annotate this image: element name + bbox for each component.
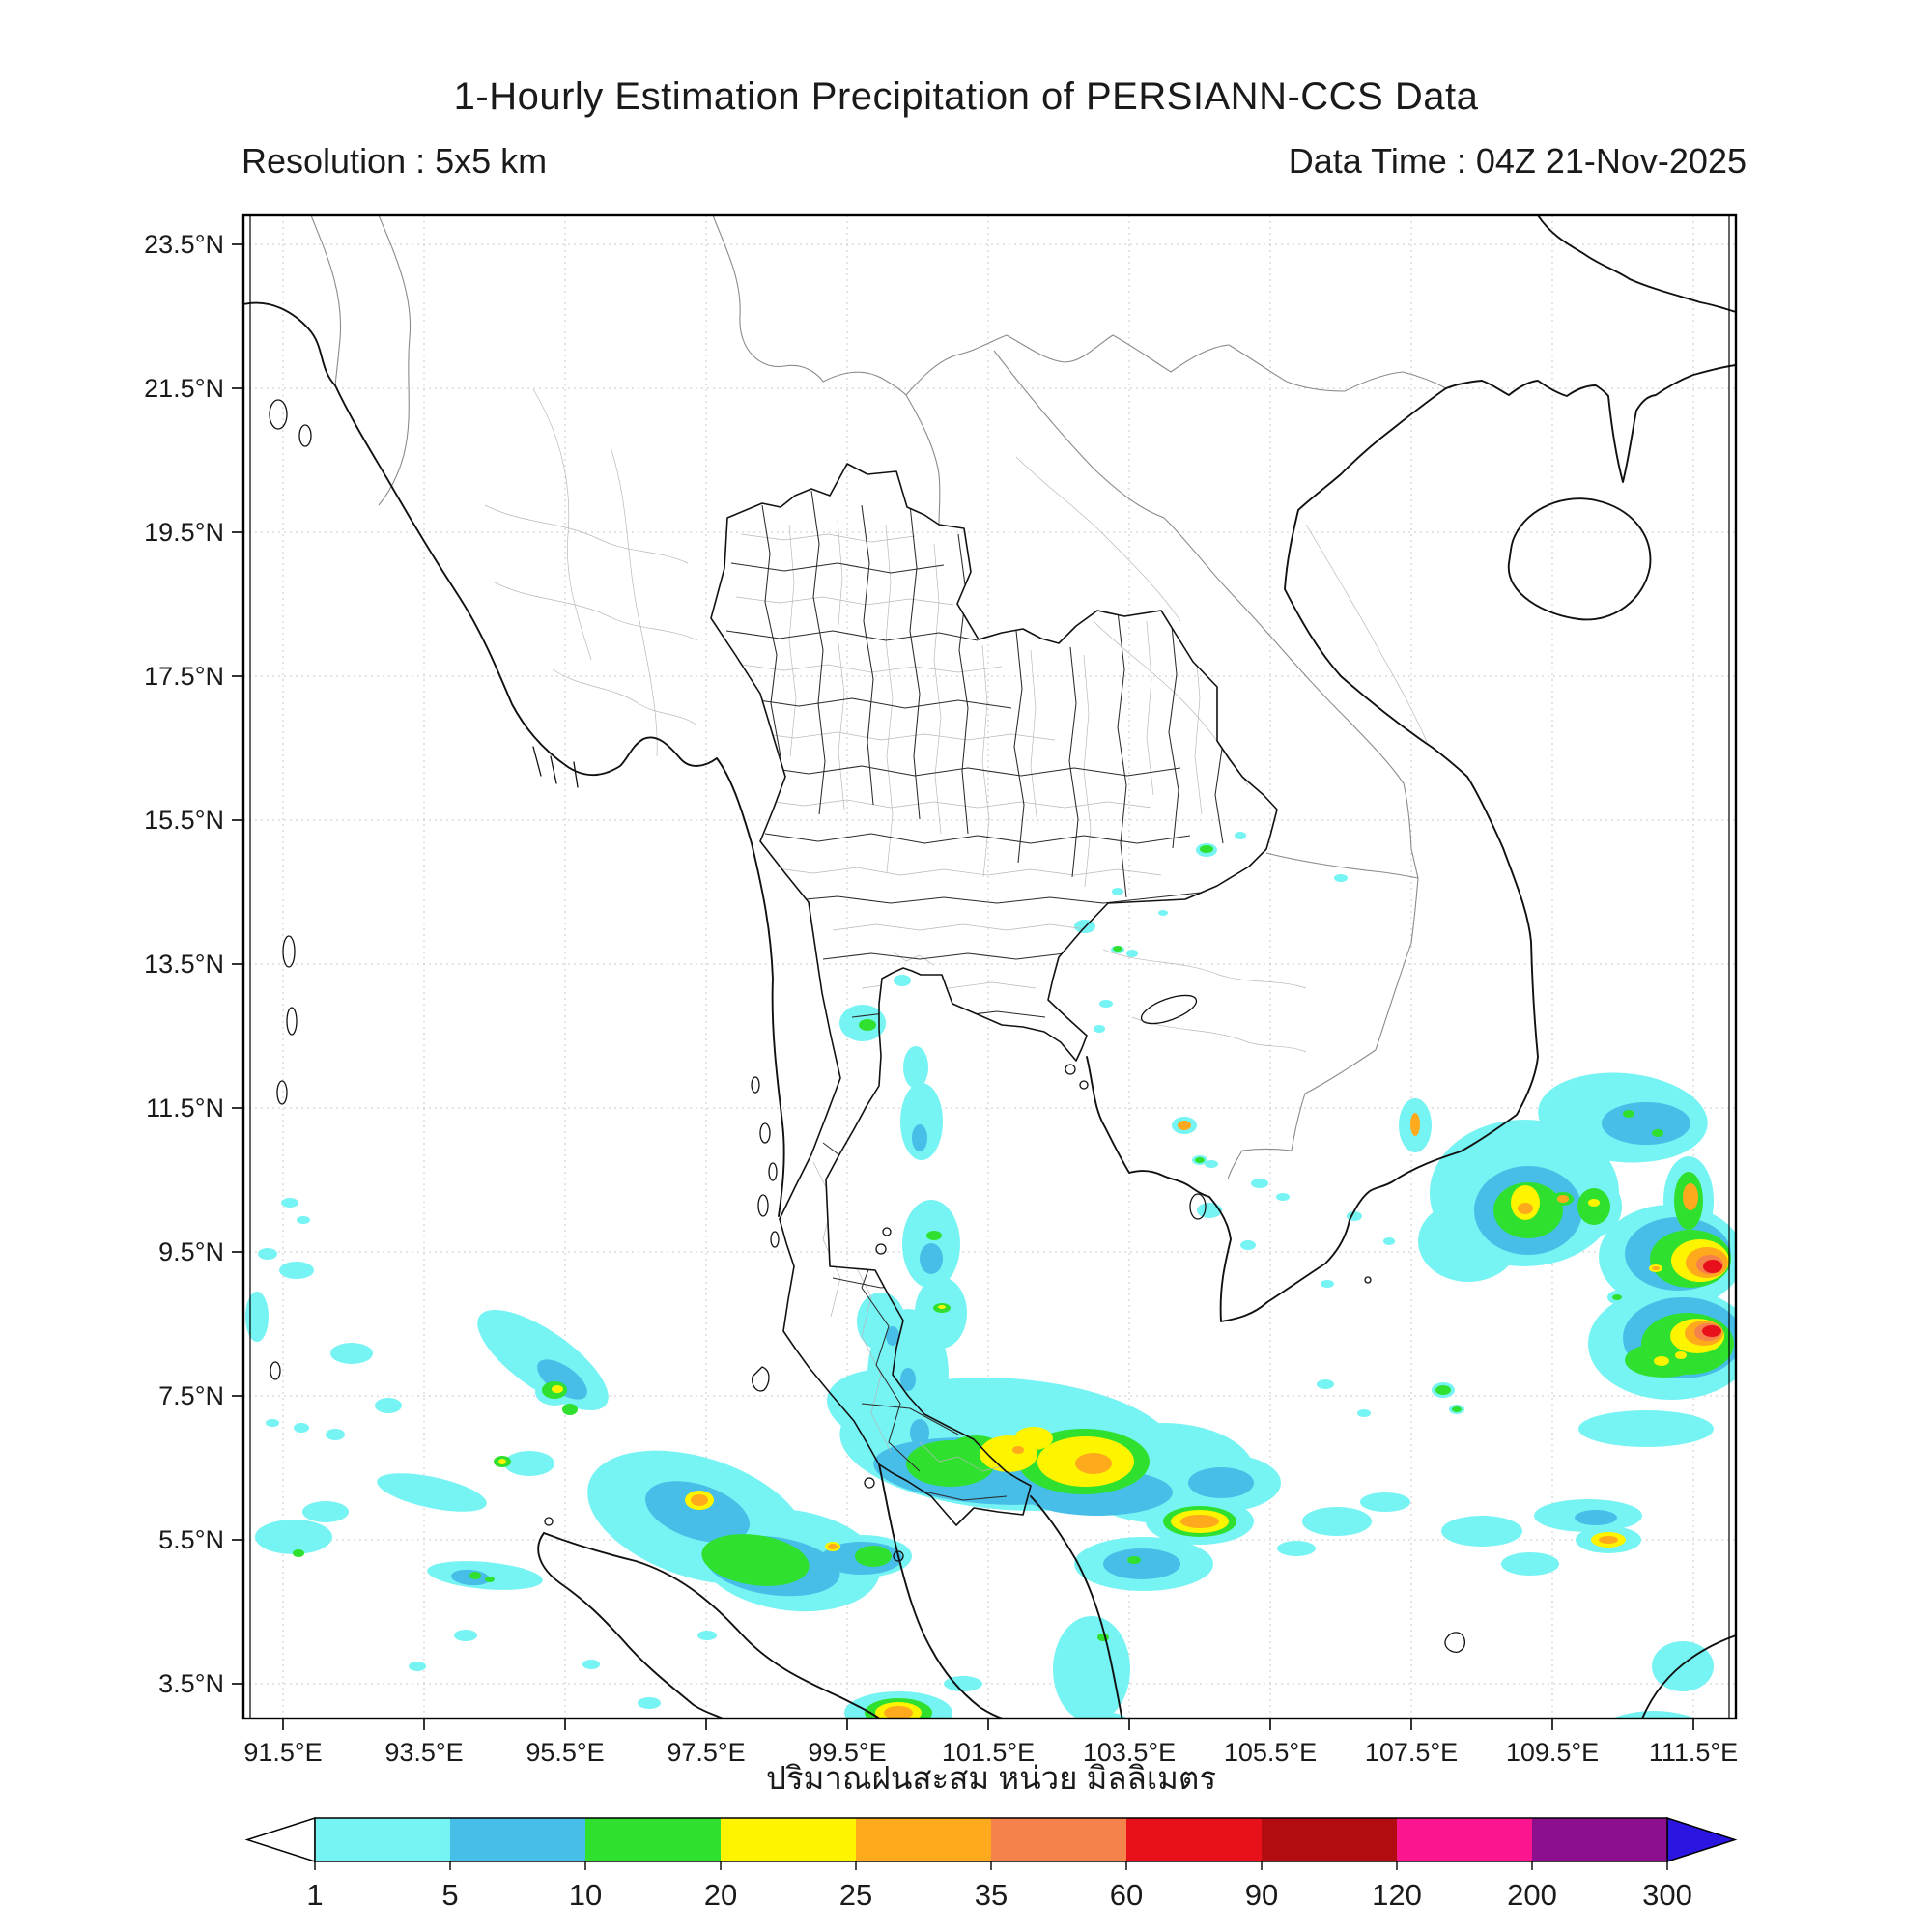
colorbar-segment [1532,1818,1667,1861]
precipitation-map-canvas: 23.5°N 21.5°N 19.5°N 17.5°N 15.5°N 13.5°… [144,213,1738,1767]
lat-tick-label: 15.5°N [144,806,224,835]
lon-tick-label: 95.5°E [526,1738,604,1767]
lat-tick-label: 7.5°N [158,1381,224,1410]
lat-tick-label: 21.5°N [144,374,224,403]
latitude-axis-labels: 23.5°N 21.5°N 19.5°N 17.5°N 15.5°N 13.5°… [144,230,224,1698]
colorbar-tick-label: 10 [569,1878,602,1912]
colorbar-segment [315,1818,450,1861]
lon-tick-label: 99.5°E [808,1738,886,1767]
colorbar-under-arrow [244,1816,316,1863]
map-area: 23.5°N 21.5°N 19.5°N 17.5°N 15.5°N 13.5°… [144,213,1738,1767]
colorbar-canvas: 1 5 10 20 25 35 60 90 120 200 300 [244,1816,1738,1912]
coastlines [243,215,1736,1719]
thailand-outline [710,463,1278,1526]
lat-tick-label: 17.5°N [144,662,224,691]
lon-tick-label: 101.5°E [942,1738,1035,1767]
lat-tick-label: 13.5°N [144,950,224,979]
lon-tick-label: 97.5°E [667,1738,745,1767]
data-time-label: Data Time : 04Z 21-Nov-2025 [1288,141,1747,181]
colorbar-segments [315,1818,1667,1861]
colorbar-tick-label: 25 [839,1878,872,1912]
colorbar-tick-label: 35 [975,1878,1008,1912]
lat-tick-label: 23.5°N [144,230,224,259]
colorbar-tick-label: 90 [1245,1878,1278,1912]
lat-tick-label: 11.5°N [146,1094,224,1122]
colorbar-segment [585,1818,721,1861]
colorbar-tick-label: 1 [306,1878,323,1912]
lon-tick-label: 93.5°E [384,1738,463,1767]
lon-tick-label: 91.5°E [243,1738,322,1767]
colorbar-tick-label: 60 [1110,1878,1143,1912]
colorbar-tick-label: 300 [1642,1878,1692,1912]
page-title: 1-Hourly Estimation Precipitation of PER… [453,75,1479,118]
colorbar-over-arrow [1666,1816,1738,1863]
resolution-label: Resolution : 5x5 km [242,141,548,181]
country-borders [310,215,1447,1180]
colorbar: 1 5 10 20 25 35 60 90 120 200 300 [232,1808,1758,1924]
lat-tick-label: 9.5°N [158,1237,224,1266]
colorbar-tick-labels: 1 5 10 20 25 35 60 90 120 200 300 [306,1878,1691,1912]
colorbar-segment [856,1818,991,1861]
colorbar-ticks [314,1861,1668,1870]
lon-tick-label: 103.5°E [1083,1738,1176,1767]
colorbar-tick-label: 200 [1507,1878,1557,1912]
colorbar-tick-label: 120 [1372,1878,1422,1912]
colorbar-unit-label: ปริมาณฝนสะสม หน่วย มิลลิเมตร [765,1760,1217,1796]
lat-tick-label: 5.5°N [158,1525,224,1554]
colorbar-tick-label: 20 [704,1878,737,1912]
neighbor-admin-boundaries [484,388,1428,1053]
colorbar-segment [1126,1818,1262,1861]
lat-tick-label: 3.5°N [158,1669,224,1698]
lon-tick-label: 111.5°E [1649,1738,1738,1767]
map-frame [242,213,1738,1720]
colorbar-tick-label: 5 [441,1878,458,1912]
lon-tick-label: 105.5°E [1224,1738,1317,1767]
lat-tick-label: 19.5°N [144,518,224,547]
colorbar-segment [721,1818,856,1861]
lon-tick-label: 109.5°E [1506,1738,1599,1767]
longitude-axis-labels: 91.5°E 93.5°E 95.5°E 97.5°E 99.5°E 101.5… [243,1738,1738,1767]
colorbar-segment [991,1818,1126,1861]
colorbar-segment [1397,1818,1532,1861]
lon-tick-label: 107.5°E [1365,1738,1458,1767]
axis-ticks [232,243,1694,1730]
colorbar-segment [1262,1818,1397,1861]
rain-60-90mm-layer [1702,1260,1722,1337]
colorbar-segment [450,1818,585,1861]
